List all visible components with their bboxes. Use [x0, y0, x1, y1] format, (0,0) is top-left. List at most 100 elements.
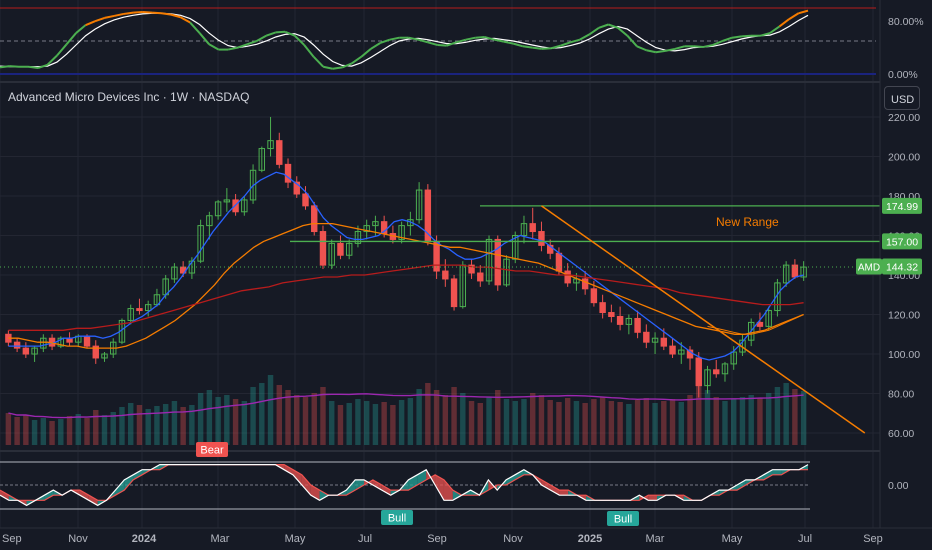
- candle[interactable]: [328, 239, 335, 270]
- oscillator-fill: [44, 490, 54, 501]
- candle[interactable]: [171, 263, 178, 283]
- candle[interactable]: [363, 219, 370, 240]
- candle[interactable]: [241, 195, 248, 216]
- candle[interactable]: [31, 346, 38, 362]
- candle[interactable]: [721, 361, 729, 382]
- candle[interactable]: [765, 306, 772, 331]
- candle[interactable]: [468, 259, 475, 279]
- candle[interactable]: [415, 182, 423, 224]
- candle[interactable]: [669, 338, 676, 358]
- bull-marker[interactable]: Bull: [607, 511, 639, 526]
- candle[interactable]: [774, 278, 781, 317]
- volume-bar: [241, 401, 248, 445]
- candle[interactable]: [782, 261, 790, 287]
- volume-bar: [687, 395, 693, 445]
- candle[interactable]: [197, 219, 204, 264]
- candle[interactable]: [581, 271, 589, 295]
- candle[interactable]: [337, 235, 344, 260]
- candle[interactable]: [57, 336, 65, 349]
- volume-bar: [599, 397, 606, 445]
- candle[interactable]: [625, 314, 633, 335]
- candle[interactable]: [634, 310, 641, 339]
- candle[interactable]: [704, 365, 711, 394]
- volume-bar: [748, 395, 754, 445]
- time-axis-label: 2024: [132, 533, 157, 545]
- stoch-k-segment: [788, 12, 800, 21]
- candle[interactable]: [319, 225, 327, 270]
- volume-bar: [31, 420, 38, 445]
- oscillator-fill: [639, 495, 649, 501]
- candle[interactable]: [398, 221, 405, 244]
- candle[interactable]: [599, 294, 606, 319]
- candle[interactable]: [345, 239, 353, 260]
- candle[interactable]: [442, 259, 449, 287]
- candle[interactable]: [538, 221, 545, 252]
- volume-bar: [329, 401, 335, 445]
- stoch-k-segment: [142, 10, 153, 14]
- candle[interactable]: [311, 201, 318, 236]
- candle[interactable]: [739, 334, 746, 356]
- candle[interactable]: [800, 261, 807, 281]
- price-tag-badge: [882, 233, 922, 250]
- candle[interactable]: [651, 332, 659, 355]
- candle[interactable]: [258, 146, 266, 173]
- candle[interactable]: [206, 211, 213, 240]
- candle[interactable]: [503, 255, 510, 287]
- oscillator-fill: [426, 469, 436, 485]
- candle[interactable]: [284, 158, 292, 189]
- candle[interactable]: [101, 352, 108, 362]
- candle-body: [669, 345, 676, 355]
- stoch-k-segment: [293, 35, 305, 46]
- bear-marker[interactable]: Bear: [196, 442, 228, 457]
- candle[interactable]: [249, 164, 257, 204]
- candle[interactable]: [267, 116, 274, 157]
- volume-bar: [119, 407, 125, 445]
- volume-bar: [390, 405, 396, 445]
- candle[interactable]: [678, 342, 685, 364]
- candle[interactable]: [127, 304, 134, 325]
- candle[interactable]: [616, 306, 624, 331]
- candle[interactable]: [136, 298, 143, 315]
- currency-button[interactable]: USD: [884, 86, 920, 110]
- candle[interactable]: [450, 275, 458, 311]
- candle[interactable]: [713, 359, 720, 378]
- candle[interactable]: [485, 235, 493, 285]
- down-trendline[interactable]: [541, 205, 866, 434]
- stoch-k-segment: [9, 65, 20, 68]
- candle[interactable]: [643, 324, 650, 349]
- candle[interactable]: [302, 186, 309, 210]
- oscillator-fill: [0, 490, 9, 501]
- candle[interactable]: [608, 304, 615, 323]
- bull-marker[interactable]: Bull: [381, 510, 413, 525]
- candle[interactable]: [695, 352, 702, 398]
- stoch-k-segment: [275, 30, 286, 34]
- price-axis-label: 60.00: [888, 428, 914, 440]
- price-axis-label: 100.00: [888, 349, 920, 361]
- candle[interactable]: [144, 300, 152, 317]
- stoch-k-segment: [256, 34, 267, 42]
- candle[interactable]: [22, 342, 30, 358]
- candle[interactable]: [494, 235, 501, 291]
- candle[interactable]: [529, 207, 536, 240]
- volume-bar: [643, 398, 650, 445]
- candle[interactable]: [477, 265, 484, 287]
- candle[interactable]: [92, 340, 99, 364]
- time-axis[interactable]: [0, 528, 932, 550]
- price-tag-badge: [882, 197, 922, 214]
- candle[interactable]: [730, 346, 737, 370]
- stoch-k-segment: [180, 16, 191, 24]
- candle[interactable]: [520, 215, 528, 244]
- range-lines: [290, 205, 880, 243]
- candle[interactable]: [40, 334, 47, 353]
- candle-body: [782, 264, 790, 284]
- volume-bar: [276, 385, 282, 445]
- volume-bar: [285, 390, 291, 445]
- candle[interactable]: [276, 132, 283, 169]
- candle[interactable]: [747, 318, 755, 347]
- candle[interactable]: [223, 188, 231, 212]
- candle[interactable]: [214, 199, 222, 220]
- candle[interactable]: [293, 176, 300, 198]
- candle[interactable]: [13, 338, 21, 353]
- ma-mid-line-tail: [707, 314, 804, 335]
